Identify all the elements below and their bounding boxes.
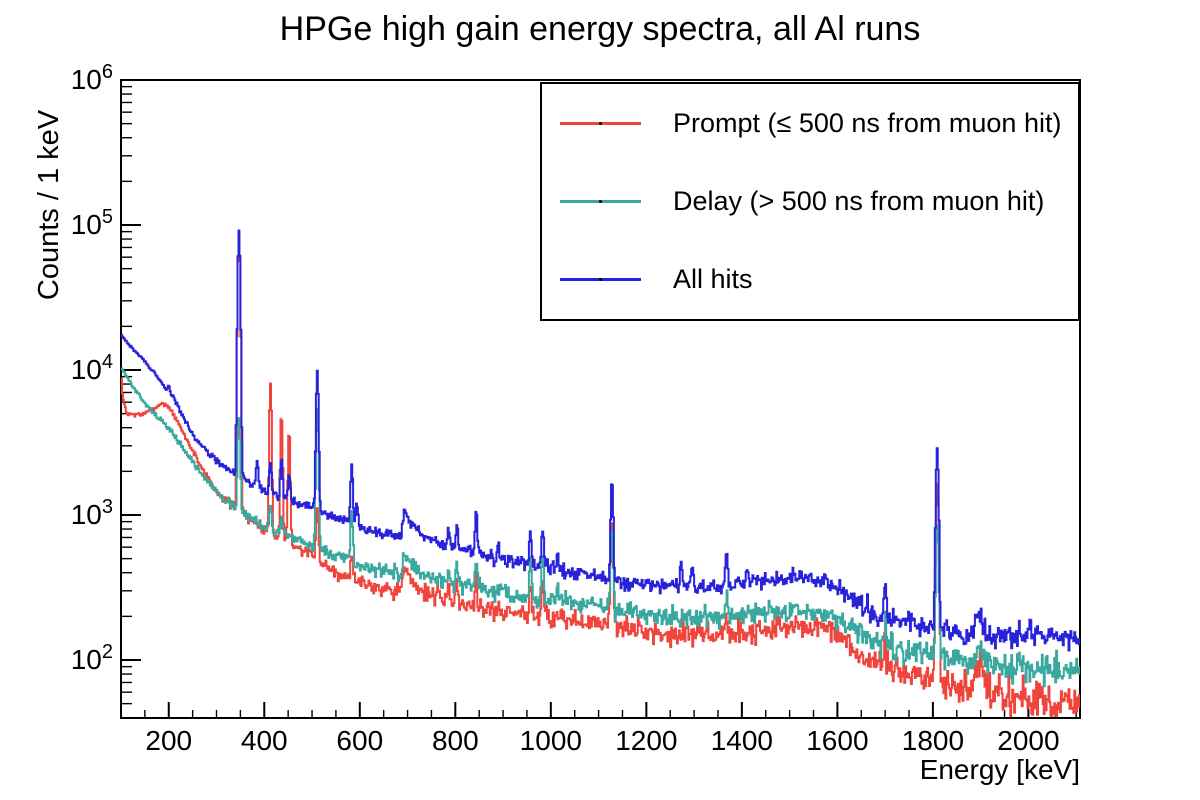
series-all-curve: [121, 229, 1080, 652]
x-tick-label-800: 800: [432, 725, 479, 756]
legend-marker-all-hits: [599, 278, 602, 282]
y-tick-label-1e4: 104: [71, 351, 113, 385]
legend-label-delay: Delay (> 500 ns from muon hit): [673, 185, 1045, 216]
legend-entry-delay: Delay (> 500 ns from muon hit): [542, 162, 1078, 240]
y-tick-label-1e2: 102: [71, 641, 113, 675]
x-tick-label-600: 600: [336, 725, 383, 756]
x-tick-label-2000: 2000: [997, 725, 1059, 756]
x-tick-label-200: 200: [145, 725, 192, 756]
legend-entry-prompt: Prompt (≤ 500 ns from muon hit): [542, 84, 1078, 162]
series-prompt-curve: [121, 234, 1080, 718]
x-tick-label-1200: 1200: [615, 725, 677, 756]
legend-label-prompt: Prompt (≤ 500 ns from muon hit): [673, 107, 1062, 138]
x-axis-ticks: [144, 702, 1077, 718]
x-tick-label-1600: 1600: [806, 725, 868, 756]
legend-line-all-hits: [560, 278, 641, 282]
legend-box: Prompt (≤ 500 ns from muon hit) Delay (>…: [540, 82, 1080, 321]
legend-entry-all-hits: All hits: [542, 241, 1078, 319]
series-delay-curve: [121, 367, 1080, 688]
y-tick-label-1e5: 105: [71, 206, 113, 240]
legend-line-prompt: [560, 121, 641, 125]
legend-line-delay: [560, 199, 641, 203]
y-tick-label-1e3: 103: [71, 496, 113, 530]
x-axis-labels: 200 400 600 800 1000 1200 1400 1600 1800 2000: [145, 725, 1059, 756]
x-tick-label-400: 400: [241, 725, 288, 756]
x-tick-label-1400: 1400: [711, 725, 773, 756]
x-axis-title: Energy [keV]: [920, 754, 1080, 785]
x-tick-label-1800: 1800: [902, 725, 964, 756]
y-axis-labels: 102 103 104 105 106: [71, 61, 113, 675]
y-tick-label-1e6: 106: [71, 61, 113, 95]
chart-title: HPGe high gain energy spectra, all Al ru…: [279, 10, 921, 48]
legend-marker-delay: [599, 199, 602, 203]
plot-frame: [120, 79, 1081, 719]
y-axis-title: Counts / 1 keV: [33, 109, 65, 300]
legend-label-all-hits: All hits: [673, 264, 753, 295]
y-axis-ticks: [121, 79, 141, 719]
legend-marker-prompt: [599, 121, 602, 125]
x-tick-label-1000: 1000: [520, 725, 582, 756]
